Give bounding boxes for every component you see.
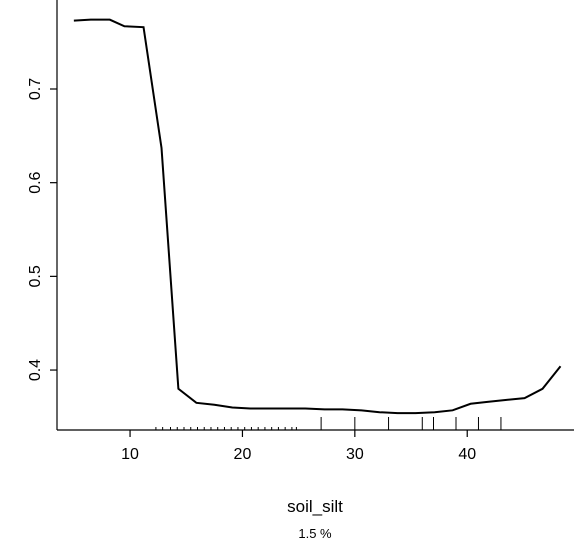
y-tick-label: 0.6: [27, 171, 44, 193]
series-line: [73, 18, 562, 415]
y-tick-label: 0.7: [27, 78, 44, 100]
rug-marks: [155, 417, 502, 430]
y-tick-label: 0.4: [27, 359, 44, 381]
x-tick-label: 10: [121, 446, 139, 463]
x-axis-label: soil_silt: [287, 497, 343, 516]
x-tick-label: 30: [346, 446, 364, 463]
x-tick-label: 20: [234, 446, 252, 463]
axes: 10 20 30 40 0.4 0.5 0.6 0.7: [27, 0, 574, 463]
chart-subtitle: 1.5 %: [298, 526, 332, 541]
x-tick-label: 40: [458, 446, 476, 463]
y-tick-label: 0.5: [27, 265, 44, 287]
